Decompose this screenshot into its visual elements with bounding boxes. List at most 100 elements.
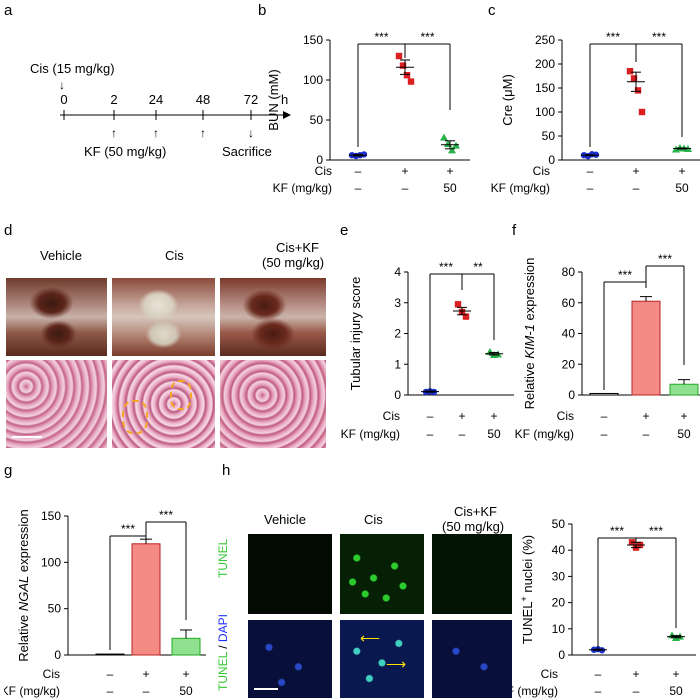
ngal-expression-chart: 0 50 100 150 Relative NGAL expression *** *** C… [4, 508, 206, 698]
gross-photo-vehicle [6, 278, 107, 356]
row-value-cis: + [632, 667, 639, 681]
row-value-cis: + [672, 667, 679, 681]
panel-label-c: c [488, 2, 496, 19]
y-tick-label: 0 [568, 388, 575, 402]
row-label-kf: KF (mg/kg) [515, 427, 574, 441]
row-value-kf: – [601, 427, 608, 441]
y-tick-label: 100 [535, 105, 555, 119]
panel-label-h: h [222, 462, 231, 479]
y-label-part: TUNEL [520, 602, 535, 645]
y-tick-label: 0 [54, 648, 61, 662]
row-label-kf: KF (mg/kg) [341, 427, 400, 441]
tunel-label: TUNEL [216, 538, 230, 578]
timeline-tick-label: 72 [244, 92, 258, 107]
tunel-vehicle-image [248, 534, 332, 614]
header-cis-kf: Cis+KF [276, 240, 319, 255]
y-tick-label: 150 [303, 33, 323, 47]
he-section-vehicle [6, 360, 107, 448]
y-label-part: expression [522, 258, 537, 324]
y-label-part: expression [16, 509, 31, 575]
tunel-cis-kf-image [432, 534, 512, 614]
timeline-arrowhead [283, 111, 291, 119]
data-point [440, 133, 448, 141]
row-value-kf: – [587, 181, 594, 195]
significance-stars: *** [618, 268, 632, 282]
row-value-cis: + [182, 667, 189, 681]
row-value-cis: + [680, 409, 687, 423]
y-tick-label: 150 [41, 509, 61, 523]
tunel-dapi-row-label: TUNEL / DAPI [216, 614, 230, 691]
y-tick-label: 3 [394, 296, 401, 310]
row-value-cis: + [142, 667, 149, 681]
timeline-tick-label: 2 [110, 92, 117, 107]
y-label-part: Relative [16, 611, 31, 662]
header-kf-dose: (50 mg/kg) [262, 255, 325, 270]
y-label-part: Relative [522, 359, 537, 410]
row-value-kf: – [459, 427, 466, 441]
timeline-arrow-up: ↑ [153, 126, 159, 140]
y-tick-label: 4 [394, 265, 401, 279]
y-axis-label: Relative NGAL expression [16, 509, 31, 661]
row-value-cis: + [632, 164, 639, 178]
y-tick-label: 1 [394, 357, 401, 371]
bar [171, 637, 201, 656]
data-point [454, 301, 462, 308]
significance-stars: *** [658, 252, 672, 266]
y-label-gene: KIM-1 [522, 324, 537, 359]
y-tick-label: 60 [562, 296, 576, 310]
header-vehicle: Vehicle [40, 248, 82, 263]
data-point [634, 87, 642, 94]
row-value-kf: – [633, 684, 640, 698]
significance-stars: *** [439, 260, 453, 274]
bar [669, 383, 699, 396]
row-value-cis: – [107, 667, 114, 681]
y-label-gene: NGAL [16, 576, 31, 611]
bar [589, 392, 619, 396]
creatinine-chart: 0 50 100 150 200 250 Cre (μM) *** *** Cis KF (mg/k… [491, 30, 700, 195]
significance-stars: *** [606, 30, 620, 44]
significance-stars: *** [649, 524, 663, 538]
row-value-cis: + [490, 409, 497, 423]
row-label-cis: Cis [383, 409, 400, 423]
y-tick-label: 50 [310, 113, 324, 127]
h-header-vehicle: Vehicle [264, 512, 306, 527]
significance-stars: *** [159, 508, 173, 522]
timeline-arrow-down: ↓ [248, 126, 254, 140]
header-cis: Cis [165, 248, 184, 263]
data-point [395, 52, 403, 60]
data-point [626, 68, 634, 75]
timeline-tick-label: 24 [149, 92, 163, 107]
row-value-kf: – [595, 684, 602, 698]
timeline-tick-label: 0 [60, 92, 67, 107]
y-tick-label: 40 [562, 327, 576, 341]
panel-label-d: d [4, 222, 13, 239]
data-point [403, 72, 411, 79]
row-value-kf: 50 [677, 427, 691, 441]
timeline-arrow-up: ↑ [111, 126, 117, 140]
y-tick-label: 100 [303, 73, 323, 87]
timeline-kf-label: KF (50 mg/kg) [84, 144, 166, 159]
data-point [486, 347, 494, 355]
row-value-cis: + [642, 409, 649, 423]
row-value-cis: – [355, 164, 362, 178]
y-tick-label: 50 [48, 602, 62, 616]
gross-photo-cis-kf [220, 278, 326, 356]
y-tick-label: 0 [316, 153, 323, 167]
y-tick-label: 40 [552, 543, 566, 557]
row-label-kf: KF (mg/kg) [510, 684, 558, 698]
significance-stars: *** [121, 522, 135, 536]
data-point [399, 62, 407, 69]
row-value-kf: – [107, 684, 114, 698]
gross-photo-cis [112, 278, 215, 356]
y-label-part: nuclei (%) [520, 535, 535, 596]
row-value-cis: + [446, 164, 453, 178]
row-value-kf: – [643, 427, 650, 441]
bun-chart: 0 50 100 150 BUN (mM) *** *** Cis KF (mg/kg) – – + –… [266, 30, 470, 195]
y-tick-label: 20 [552, 596, 566, 610]
y-axis-label: TUNEL+ nuclei (%) [519, 535, 535, 644]
y-tick-label: 100 [41, 555, 61, 569]
merge-cis-kf-image [432, 620, 512, 698]
kidney-photo-panel: Vehicle Cis Cis+KF (50 mg/kg) [0, 238, 335, 453]
timeline-sacrifice-label: Sacrifice [222, 144, 272, 159]
